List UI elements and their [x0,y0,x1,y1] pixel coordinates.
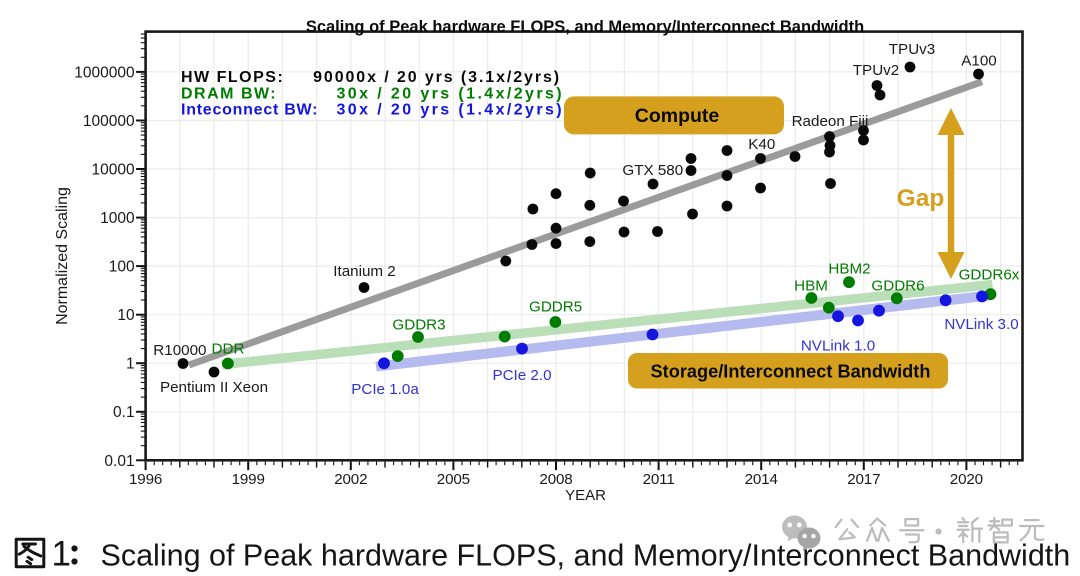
svg-text:Itanium 2: Itanium 2 [333,263,395,280]
svg-text:Normalized Scaling: Normalized Scaling [54,187,71,325]
svg-text:Inteconnect BW:: Inteconnect BW: [181,102,318,119]
svg-text:HW FLOPS:: HW FLOPS: [181,69,284,86]
svg-text:DRAM BW:: DRAM BW: [181,86,277,103]
svg-text:1: 1 [52,535,71,574]
svg-text:2008: 2008 [539,471,572,488]
svg-text:2005: 2005 [437,471,470,488]
svg-text:GTX 580: GTX 580 [622,162,683,179]
svg-text:A100: A100 [961,53,996,70]
svg-text:2002: 2002 [334,471,367,488]
svg-text:TPUv3: TPUv3 [889,41,935,58]
svg-text:GDDR5: GDDR5 [529,299,582,316]
svg-text:1: 1 [126,356,135,373]
svg-text:YEAR: YEAR [565,487,606,504]
svg-text:0.01: 0.01 [104,453,134,470]
svg-text:30x / 20 yrs (1.4x/2yrs): 30x / 20 yrs (1.4x/2yrs) [336,86,564,103]
svg-text:HBM2: HBM2 [828,261,870,278]
svg-text:GDDR6: GDDR6 [871,278,924,295]
svg-text:HBM: HBM [794,278,828,295]
svg-text:Pentium II Xeon: Pentium II Xeon [160,379,268,396]
svg-text:1999: 1999 [232,471,265,488]
svg-text:100000: 100000 [83,113,135,130]
svg-text:1000000: 1000000 [74,64,135,81]
svg-text:1000: 1000 [100,210,135,227]
svg-text:K40: K40 [748,136,775,153]
svg-text:10: 10 [117,307,135,324]
svg-text:Scaling of Peak hardware FLOPS: Scaling of Peak hardware FLOPS, and Memo… [306,18,864,36]
svg-text:Radeon Fiji: Radeon Fiji [792,113,869,130]
svg-text:GDDR3: GDDR3 [392,317,445,334]
svg-text:2020: 2020 [950,471,983,488]
svg-text:90000x / 20 yrs (3.1x/2yrs): 90000x / 20 yrs (3.1x/2yrs) [313,69,561,86]
svg-text:1996: 1996 [129,471,162,488]
svg-text:NVLink 1.0: NVLink 1.0 [801,338,875,355]
svg-text:Scaling of Peak hardware FLOPS: Scaling of Peak hardware FLOPS, and Memo… [101,539,1071,573]
svg-text:100: 100 [109,259,135,276]
svg-text:PCIe 1.0a: PCIe 1.0a [351,381,419,398]
svg-text:TPUv2: TPUv2 [853,62,899,79]
svg-text:R10000: R10000 [153,342,206,359]
svg-text:PCIe 2.0: PCIe 2.0 [492,367,551,384]
svg-text:Gap: Gap [897,185,945,212]
svg-text:NVLink 3.0: NVLink 3.0 [944,316,1018,333]
svg-text:2014: 2014 [745,471,778,488]
svg-text:10000: 10000 [91,162,134,179]
svg-text:0.1: 0.1 [113,404,135,421]
svg-text:Storage/Interconnect Bandwidth: Storage/Interconnect Bandwidth [651,362,931,382]
svg-text:Compute: Compute [635,105,720,127]
svg-text:2011: 2011 [643,471,675,488]
svg-text:2017: 2017 [847,471,880,488]
svg-text:GDDR6x: GDDR6x [959,267,1020,284]
svg-text:30x / 20 yrs (1.4x/2yrs): 30x / 20 yrs (1.4x/2yrs) [336,102,564,119]
svg-text:DDR: DDR [212,341,245,358]
